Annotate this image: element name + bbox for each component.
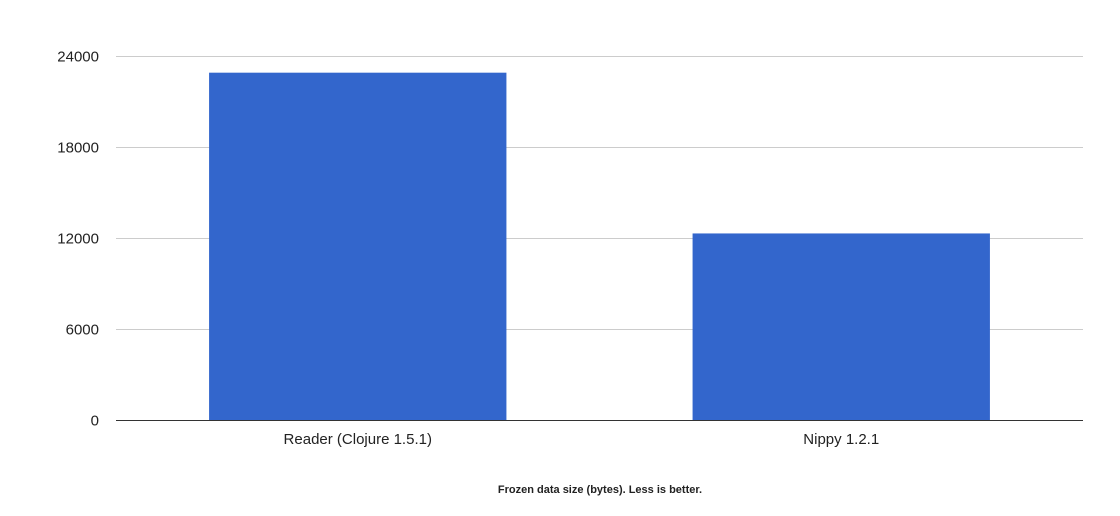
y-tick-label: 18000 [57, 140, 99, 157]
x-axis-categories: Reader (Clojure 1.5.1) Nippy 1.2.1 [284, 431, 880, 448]
y-tick-label: 24000 [57, 49, 99, 66]
y-tick-label: 6000 [66, 322, 99, 339]
y-axis-ticks: 0 6000 12000 18000 24000 [57, 49, 99, 430]
x-axis-title: Frozen data size (bytes). Less is better… [498, 484, 702, 496]
y-tick-label: 0 [91, 413, 99, 430]
x-category-label: Reader (Clojure 1.5.1) [284, 431, 432, 448]
bars [209, 72, 990, 420]
bar-1 [209, 72, 507, 420]
bar-2 [692, 233, 990, 420]
x-category-label: Nippy 1.2.1 [803, 431, 879, 448]
y-tick-label: 12000 [57, 231, 99, 248]
